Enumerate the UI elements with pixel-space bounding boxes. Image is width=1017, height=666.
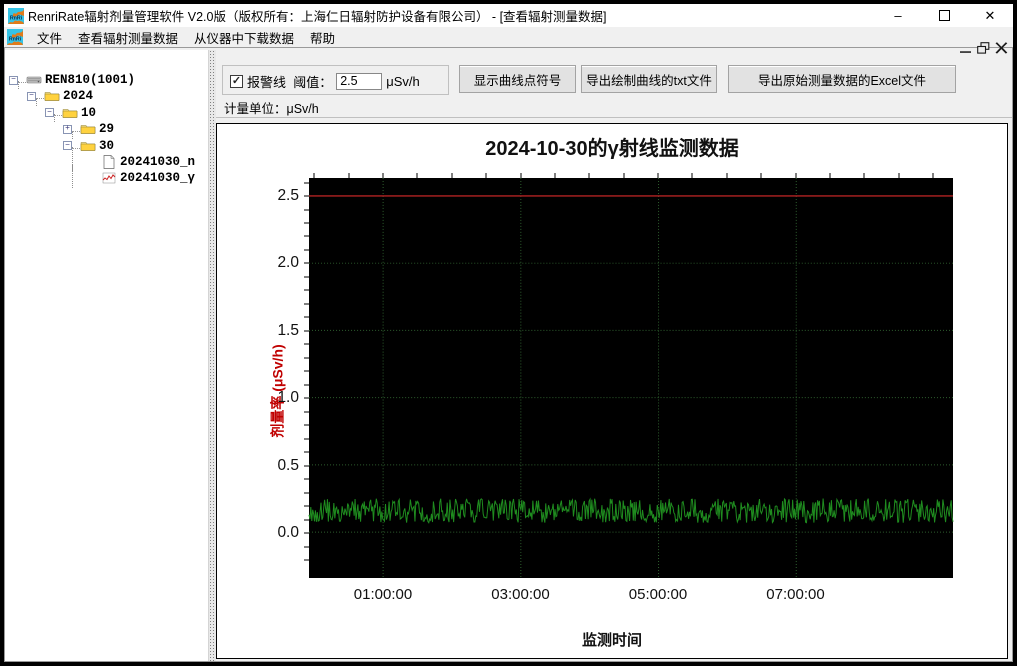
svg-text:RnRi: RnRi <box>10 15 23 21</box>
svg-text:RnRi: RnRi <box>9 37 22 43</box>
